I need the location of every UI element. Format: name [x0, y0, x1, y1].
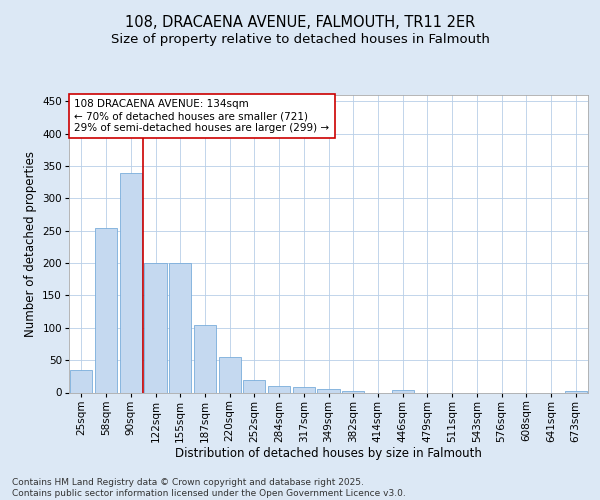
Bar: [70, 370, 92, 392]
Bar: [268, 386, 290, 392]
Bar: [317, 390, 340, 392]
Text: Size of property relative to detached houses in Falmouth: Size of property relative to detached ho…: [110, 32, 490, 46]
Bar: [392, 390, 414, 392]
Bar: [119, 172, 142, 392]
Text: 108 DRACAENA AVENUE: 134sqm
← 70% of detached houses are smaller (721)
29% of se: 108 DRACAENA AVENUE: 134sqm ← 70% of det…: [74, 100, 329, 132]
Bar: [218, 357, 241, 392]
Text: Contains HM Land Registry data © Crown copyright and database right 2025.
Contai: Contains HM Land Registry data © Crown c…: [12, 478, 406, 498]
Bar: [95, 228, 117, 392]
X-axis label: Distribution of detached houses by size in Falmouth: Distribution of detached houses by size …: [175, 447, 482, 460]
Bar: [194, 324, 216, 392]
Bar: [169, 263, 191, 392]
Bar: [565, 390, 587, 392]
Bar: [342, 391, 364, 392]
Bar: [145, 263, 167, 392]
Bar: [293, 388, 315, 392]
Y-axis label: Number of detached properties: Number of detached properties: [24, 151, 37, 337]
Text: 108, DRACAENA AVENUE, FALMOUTH, TR11 2ER: 108, DRACAENA AVENUE, FALMOUTH, TR11 2ER: [125, 15, 475, 30]
Bar: [243, 380, 265, 392]
